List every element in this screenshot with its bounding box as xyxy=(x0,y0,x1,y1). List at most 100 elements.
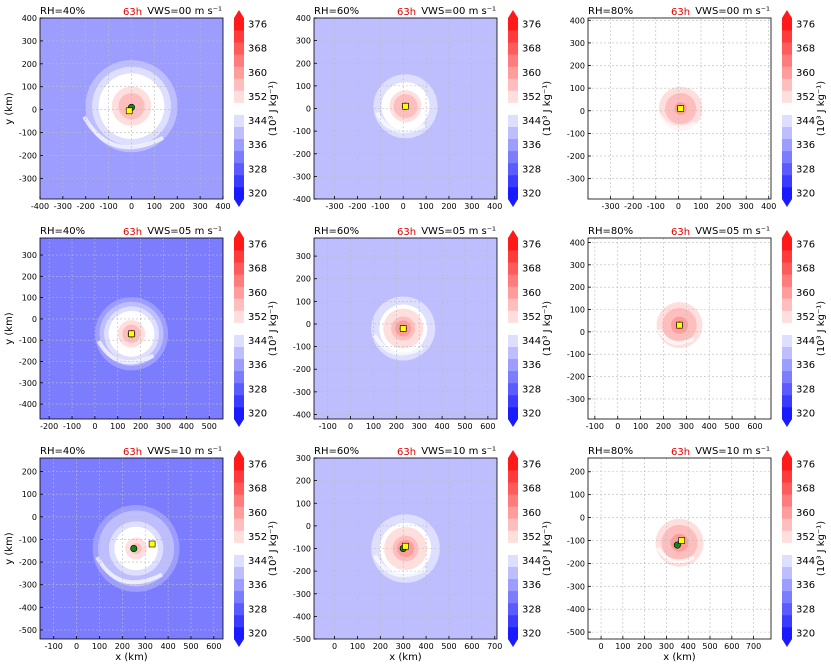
colorbar: 320 328 336 344 352 360 368 376 (10³ J kg⁻¹) xyxy=(508,450,553,647)
colorbar-tick-label: 368 xyxy=(248,484,267,495)
colorbar-tick-label: 360 xyxy=(522,68,541,79)
colorbar-band xyxy=(508,554,518,567)
colorbar-extend-max xyxy=(508,10,518,18)
colorbar-extend-max xyxy=(234,10,244,18)
colorbar-tick-label: 352 xyxy=(522,312,541,323)
x-tick-label: 200 xyxy=(389,422,404,431)
colorbar-band xyxy=(782,102,792,115)
colorbar-band xyxy=(508,406,518,420)
rh-title: RH=80% xyxy=(588,226,633,237)
x-tick-label: 200 xyxy=(115,642,130,651)
x-tick-label: -400 xyxy=(31,202,49,211)
colorbar-tick-label: 336 xyxy=(796,580,815,591)
colorbar-extend-max xyxy=(234,230,244,238)
colorbar-band xyxy=(234,614,244,628)
y-tick-label: 200 xyxy=(22,272,37,281)
colorbar-tick-label: 336 xyxy=(522,360,541,371)
rainband xyxy=(95,556,164,585)
colorbar-tick-label: 328 xyxy=(522,164,541,175)
x-tick-label: 200 xyxy=(656,422,671,431)
y-tick-label: -100 xyxy=(567,350,585,359)
rh-title: RH=40% xyxy=(40,446,85,457)
rh-title: RH=80% xyxy=(588,446,633,457)
colorbar-band xyxy=(234,286,244,299)
y-tick-label: 400 xyxy=(296,14,311,23)
colorbar-band xyxy=(234,494,244,507)
x-tick-label: 0 xyxy=(332,642,337,651)
colorbar-band xyxy=(782,382,792,396)
colorbar-band xyxy=(782,42,792,55)
y-tick-label: 300 xyxy=(22,37,37,46)
y-tick-label: -500 xyxy=(567,628,585,637)
y-tick-label: 0 xyxy=(32,106,37,115)
colorbar-tick-label: 376 xyxy=(796,240,815,251)
colorbar-band xyxy=(234,406,244,420)
y-tick-label: 0 xyxy=(580,107,585,116)
x-tick-label: 0 xyxy=(401,202,406,211)
colorbar-extend-min xyxy=(508,199,518,207)
x-tick-label: -100 xyxy=(647,202,665,211)
plot-area xyxy=(40,18,223,199)
x-tick-label: -100 xyxy=(319,422,337,431)
colorbar-band xyxy=(234,102,244,115)
y-tick-label: -100 xyxy=(293,545,311,554)
colorbar-band xyxy=(508,150,518,164)
time-title: 63h xyxy=(123,447,142,458)
colorbar-band xyxy=(782,114,792,127)
colorbar-band xyxy=(782,30,792,43)
colorbar-band xyxy=(508,126,518,140)
center-marker-yellow xyxy=(402,542,409,550)
colorbar-band xyxy=(508,458,518,471)
colorbar-extend-min xyxy=(234,419,244,427)
colorbar-band xyxy=(234,90,244,103)
colorbar: 320 328 336 344 352 360 368 376 (10³ J kg⁻¹) xyxy=(782,450,827,647)
colorbar-band xyxy=(782,286,792,299)
y-tick-label: -400 xyxy=(19,603,37,612)
colorbar-band xyxy=(234,322,244,335)
colorbar-band xyxy=(782,494,792,507)
colorbar: 320 328 336 344 352 360 368 376 (10³ J kg⁻¹) xyxy=(234,230,279,427)
time-title: 63h xyxy=(671,447,690,458)
colorbar-band xyxy=(782,554,792,567)
center-marker-yellow xyxy=(676,321,683,329)
colorbar-extend-min xyxy=(508,639,518,647)
y-tick-label: -300 xyxy=(567,395,585,404)
vws-title: VWS=00 m s⁻¹ xyxy=(147,6,222,17)
colorbar-band xyxy=(234,114,244,127)
colorbar-band xyxy=(508,102,518,115)
x-tick-label: -300 xyxy=(54,202,72,211)
colorbar-band xyxy=(508,542,518,555)
colorbar-band xyxy=(508,90,518,103)
x-tick-label: -300 xyxy=(326,202,344,211)
vws-title: VWS=10 m s⁻¹ xyxy=(421,446,496,457)
x-tick-label: 500 xyxy=(202,422,217,431)
colorbar: 320 328 336 344 352 360 368 376 (10³ J kg⁻¹) xyxy=(508,10,553,207)
axes-frame xyxy=(39,237,224,420)
colorbar-band xyxy=(508,18,518,31)
colorbar-label: (10³ J kg⁻¹) xyxy=(816,301,827,356)
y-tick-label: 200 xyxy=(22,468,37,477)
colorbar-tick-label: 328 xyxy=(248,164,267,175)
x-tick-label: 0 xyxy=(599,642,604,651)
colorbar-band xyxy=(782,406,792,420)
plot-area xyxy=(588,238,771,419)
x-tick-label: 700 xyxy=(746,642,761,651)
colorbar-tick-label: 376 xyxy=(522,460,541,471)
colorbar-band xyxy=(234,262,244,275)
colorbar-band xyxy=(234,30,244,43)
colorbar-band xyxy=(782,162,792,176)
colorbar-band xyxy=(782,506,792,519)
rainband xyxy=(374,111,426,134)
x-tick-label: -100 xyxy=(45,642,63,651)
y-tick-label: -200 xyxy=(293,567,311,576)
rh-title: RH=40% xyxy=(40,226,85,237)
colorbar: 320 328 336 344 352 360 368 376 (10³ J kg⁻¹) xyxy=(234,10,279,207)
colorbar-band xyxy=(234,370,244,384)
colorbar-band xyxy=(234,626,244,640)
colorbar-band xyxy=(234,458,244,471)
y-tick-label: -300 xyxy=(293,388,311,397)
colorbar-band xyxy=(234,518,244,531)
y-tick-label: -400 xyxy=(293,195,311,204)
panel-8: 0 100 200 300 400 500 600 700 -500 -400 -300 -200 -1… xyxy=(293,446,553,663)
colorbar-extend-max xyxy=(782,450,792,458)
